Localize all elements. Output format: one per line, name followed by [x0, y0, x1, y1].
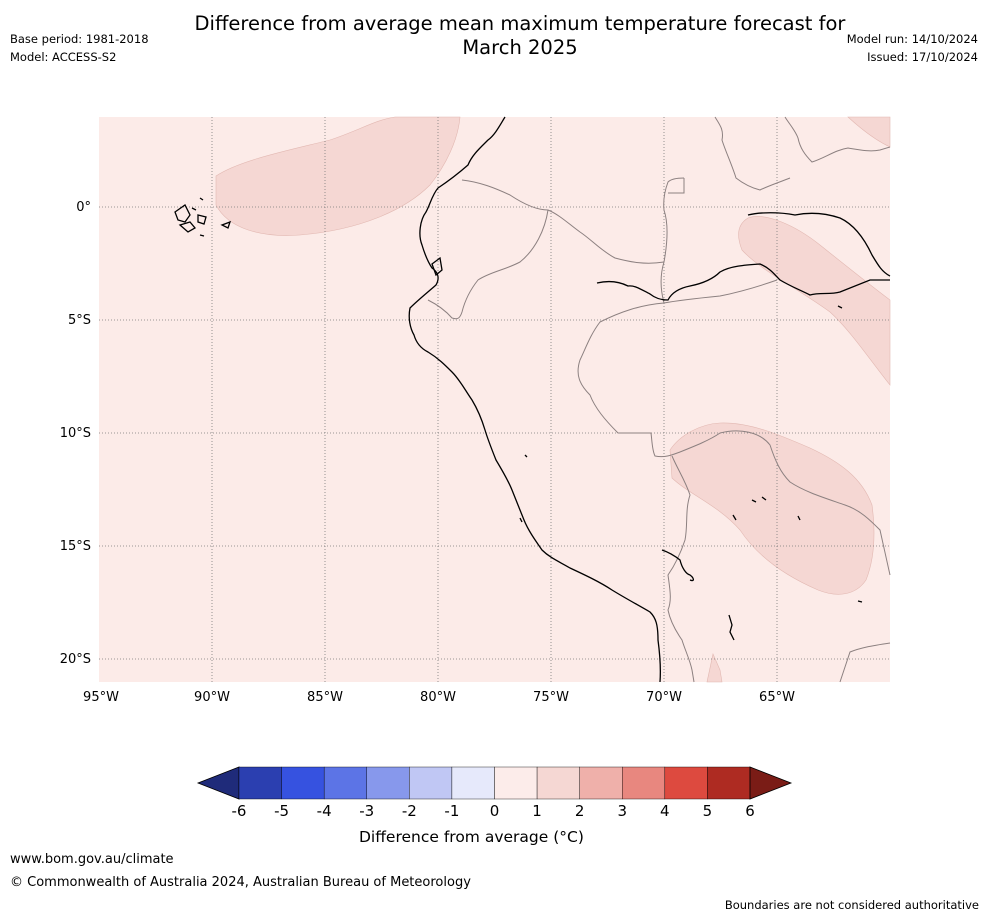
map-area [99, 116, 891, 683]
colorbar-ticks: -6 -5 -4 -3 -2 -1 0 1 2 3 4 5 6 [232, 802, 755, 820]
colorbar-bin [323, 766, 367, 800]
lat-label: 20°S [60, 652, 91, 667]
lon-label: 70°W [646, 690, 682, 705]
colorbar-bin [281, 766, 325, 800]
lon-label: 75°W [533, 690, 569, 705]
colorbar-bin [238, 766, 282, 800]
colorbar: -6 -5 -4 -3 -2 -1 0 1 2 3 4 5 6 [196, 766, 793, 820]
colorbar-label: Difference from average (°C) [359, 828, 584, 846]
lat-label: 0° [76, 200, 91, 215]
anomaly-region-pacific [215, 116, 461, 236]
gridlines [99, 117, 890, 682]
meta-right: Model run: 14/10/2024 Issued: 17/10/2024 [847, 30, 978, 66]
colorbar-tick-label: -5 [274, 802, 289, 820]
footer-copyright: © Commonwealth of Australia 2024, Austra… [10, 875, 471, 890]
colorbar-bins [238, 766, 751, 800]
lon-label: 65°W [759, 690, 795, 705]
footer-disclaimer: Boundaries are not considered authoritat… [724, 898, 979, 912]
lon-label: 95°W [83, 690, 119, 705]
colorbar-tick-label: 4 [660, 802, 670, 820]
colorbar-tick-label: -1 [444, 802, 459, 820]
map-title-line2: March 2025 [462, 36, 578, 59]
colorbar-tick-label: 5 [703, 802, 713, 820]
country-borders [427, 116, 891, 683]
base-period: Base period: 1981-2018 [10, 32, 149, 46]
anomaly-region-amazon-east [738, 216, 891, 386]
map-title-line1: Difference from average mean maximum tem… [194, 12, 846, 35]
colorbar-tick-label: 2 [575, 802, 585, 820]
longitude-labels: 95°W 90°W 85°W 80°W 75°W 70°W 65°W [83, 690, 795, 705]
meta-left: Base period: 1981-2018 Model: ACCESS-S2 [10, 30, 149, 66]
map-title: Difference from average mean maximum tem… [150, 12, 890, 60]
lon-label: 90°W [194, 690, 230, 705]
footer-url: www.bom.gov.au/climate [10, 852, 174, 867]
model-name: Model: ACCESS-S2 [10, 50, 117, 64]
colorbar-tick-label: 3 [617, 802, 627, 820]
colorbar-tick-label: 1 [532, 802, 542, 820]
anomaly-region-south [706, 653, 723, 683]
colorbar-bin [622, 766, 666, 800]
colorbar-bin [579, 766, 623, 800]
lat-label: 10°S [60, 426, 91, 441]
colorbar-tick-label: -2 [402, 802, 417, 820]
colorbar-under-arrow [196, 766, 240, 800]
colorbar-tick-label: -4 [317, 802, 332, 820]
colorbar-tick-label: -6 [232, 802, 247, 820]
colorbar-bin [366, 766, 410, 800]
anomaly-region-bolivia [669, 422, 875, 595]
colorbar-bin [707, 766, 751, 800]
coastlines [174, 116, 891, 683]
lon-label: 80°W [420, 690, 456, 705]
colorbar-bin [451, 766, 495, 800]
issued-date: Issued: 17/10/2024 [867, 50, 978, 64]
colorbar-bin [409, 766, 453, 800]
lat-label: 15°S [60, 539, 91, 554]
lat-label: 5°S [68, 313, 91, 328]
lon-label: 85°W [307, 690, 343, 705]
colorbar-tick-label: 0 [490, 802, 500, 820]
colorbar-bin [664, 766, 708, 800]
colorbar-over-arrow [749, 766, 793, 800]
colorbar-bin [494, 766, 538, 800]
model-run: Model run: 14/10/2024 [846, 32, 978, 46]
colorbar-tick-label: -3 [359, 802, 374, 820]
colorbar-bin [536, 766, 580, 800]
latitude-labels: 0° 5°S 10°S 15°S 20°S [60, 200, 91, 667]
colorbar-tick-label: 6 [745, 802, 755, 820]
